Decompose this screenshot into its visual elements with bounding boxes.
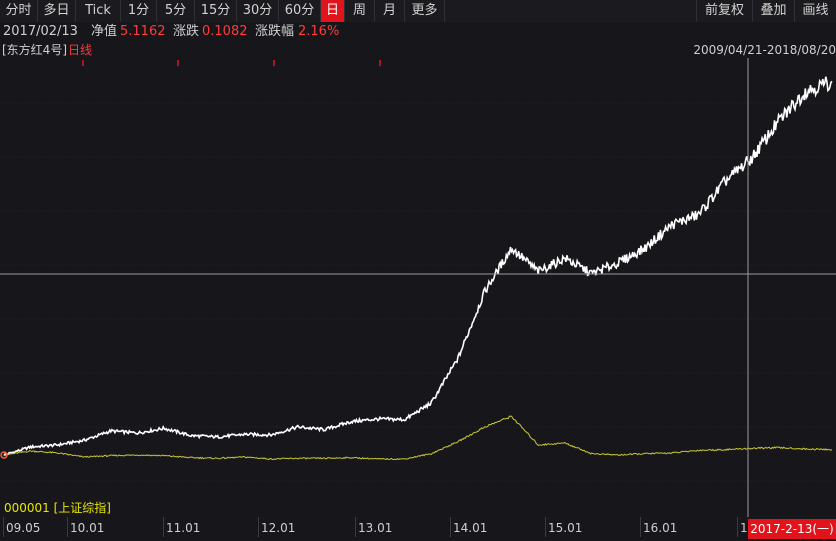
tab-7[interactable]: 60分	[279, 0, 321, 22]
pct-label: 涨跌幅	[255, 24, 295, 39]
tab-11[interactable]: 更多	[405, 0, 445, 22]
price-chart[interactable]	[0, 58, 836, 517]
date-range: 2009/04/21-2018/08/20	[693, 43, 836, 57]
quote-info-bar: 2017/02/13 净值 5.1162 涨跌 0.1082 涨跌幅 2.16%	[0, 22, 836, 42]
right-tab-0[interactable]: 前复权	[696, 0, 752, 22]
tab-4[interactable]: 5分	[157, 0, 195, 22]
nav-label: 净值	[91, 24, 118, 39]
fund-nav-line	[3, 76, 833, 457]
x-tick-label: 15.01	[544, 517, 583, 537]
period-tab-bar: 分时 多日 Tick 1分 5分 15分 30分 60分日周月更多 画线 叠加 前复权	[0, 0, 836, 23]
x-tick-label: 1	[737, 517, 748, 537]
x-tick-label: 16.01	[639, 517, 678, 537]
tab-8[interactable]: 日	[321, 0, 345, 22]
quote-date: 2017/02/13	[3, 24, 78, 39]
x-axis: 09.05 10.01 11.01 12.01 13.01 14.01 15.01 16.01…	[0, 517, 836, 541]
tab-2[interactable]: Tick	[76, 0, 121, 22]
x-tick-label: 12.01	[257, 517, 296, 537]
x-tick-label: 11.01	[162, 517, 201, 537]
tab-1[interactable]: 多日	[38, 0, 76, 22]
nav-value: 5.1162	[120, 24, 166, 39]
x-tick-label: 10.01	[66, 517, 105, 537]
cursor-date-badge: 2017-2-13(一)	[748, 519, 836, 539]
x-tick-label: 13.01	[354, 517, 393, 537]
tab-9[interactable]: 周	[345, 0, 375, 22]
change-value: 0.1082	[202, 24, 248, 39]
index-legend: 000001 [上证综指]	[4, 501, 111, 515]
fund-name: [东方红4号]	[2, 43, 67, 57]
tab-6[interactable]: 30分	[237, 0, 279, 22]
tab-0[interactable]: 分时	[0, 0, 38, 22]
chart-period-label[interactable]: 日线	[68, 43, 93, 57]
change-label: 涨跌	[173, 24, 200, 39]
fund-header: [东方红4号] 日线 2009/04/21-2018/08/20	[0, 42, 836, 58]
tab-10[interactable]: 月	[375, 0, 405, 22]
index-line	[3, 415, 833, 461]
right-tab-1[interactable]: 叠加	[752, 0, 794, 22]
tab-5[interactable]: 15分	[195, 0, 237, 22]
start-marker	[0, 451, 8, 459]
tab-3[interactable]: 1分	[121, 0, 157, 22]
right-tab-2[interactable]: 画线	[794, 0, 836, 22]
pct-value: 2.16%	[298, 24, 340, 39]
x-tick-label: 14.01	[449, 517, 488, 537]
x-tick-label: 09.05	[2, 517, 41, 537]
